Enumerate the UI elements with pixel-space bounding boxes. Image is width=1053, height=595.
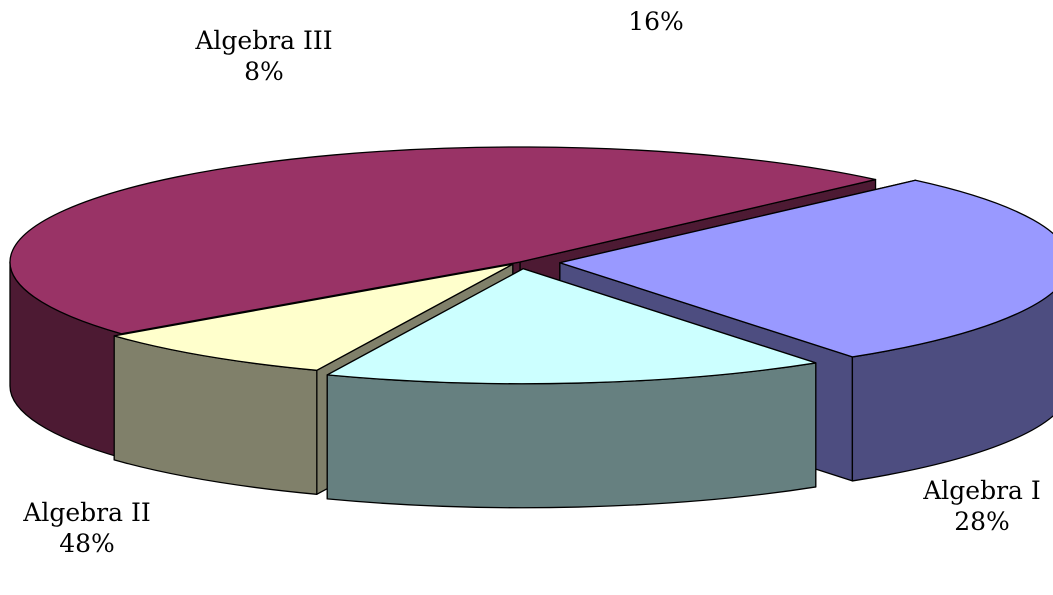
slice-label-no-mathematics-condition: No MathematicsCondition16% bbox=[551, 0, 761, 36]
slice-name-text: Algebra III bbox=[194, 26, 332, 55]
no-mathematics-condition-outer-face bbox=[326, 362, 817, 509]
pie-slice-algebra-ii bbox=[9, 146, 877, 335]
pie-slice-no-mathematics-condition bbox=[326, 268, 817, 385]
slice-name-text: Algebra II bbox=[22, 498, 150, 527]
pie-slice-algebra-iii bbox=[113, 263, 514, 371]
slice-label-algebra-ii: Algebra II 48% bbox=[22, 498, 150, 558]
slice-name-text: Condition bbox=[594, 0, 717, 5]
slice-value-text: 8% bbox=[244, 57, 284, 86]
pie-slice-algebra-i bbox=[559, 179, 1053, 358]
slice-label-algebra-i: Algebra I 28% bbox=[922, 476, 1041, 536]
slice-label-algebra-iii: Algebra III 8% bbox=[194, 26, 332, 86]
slice-name-text: Algebra I bbox=[922, 476, 1041, 505]
slice-value-text: 48% bbox=[59, 529, 115, 558]
pie-tops bbox=[9, 146, 1053, 385]
slice-value-text: 28% bbox=[954, 507, 1010, 536]
slice-value-text: 16% bbox=[628, 7, 684, 36]
